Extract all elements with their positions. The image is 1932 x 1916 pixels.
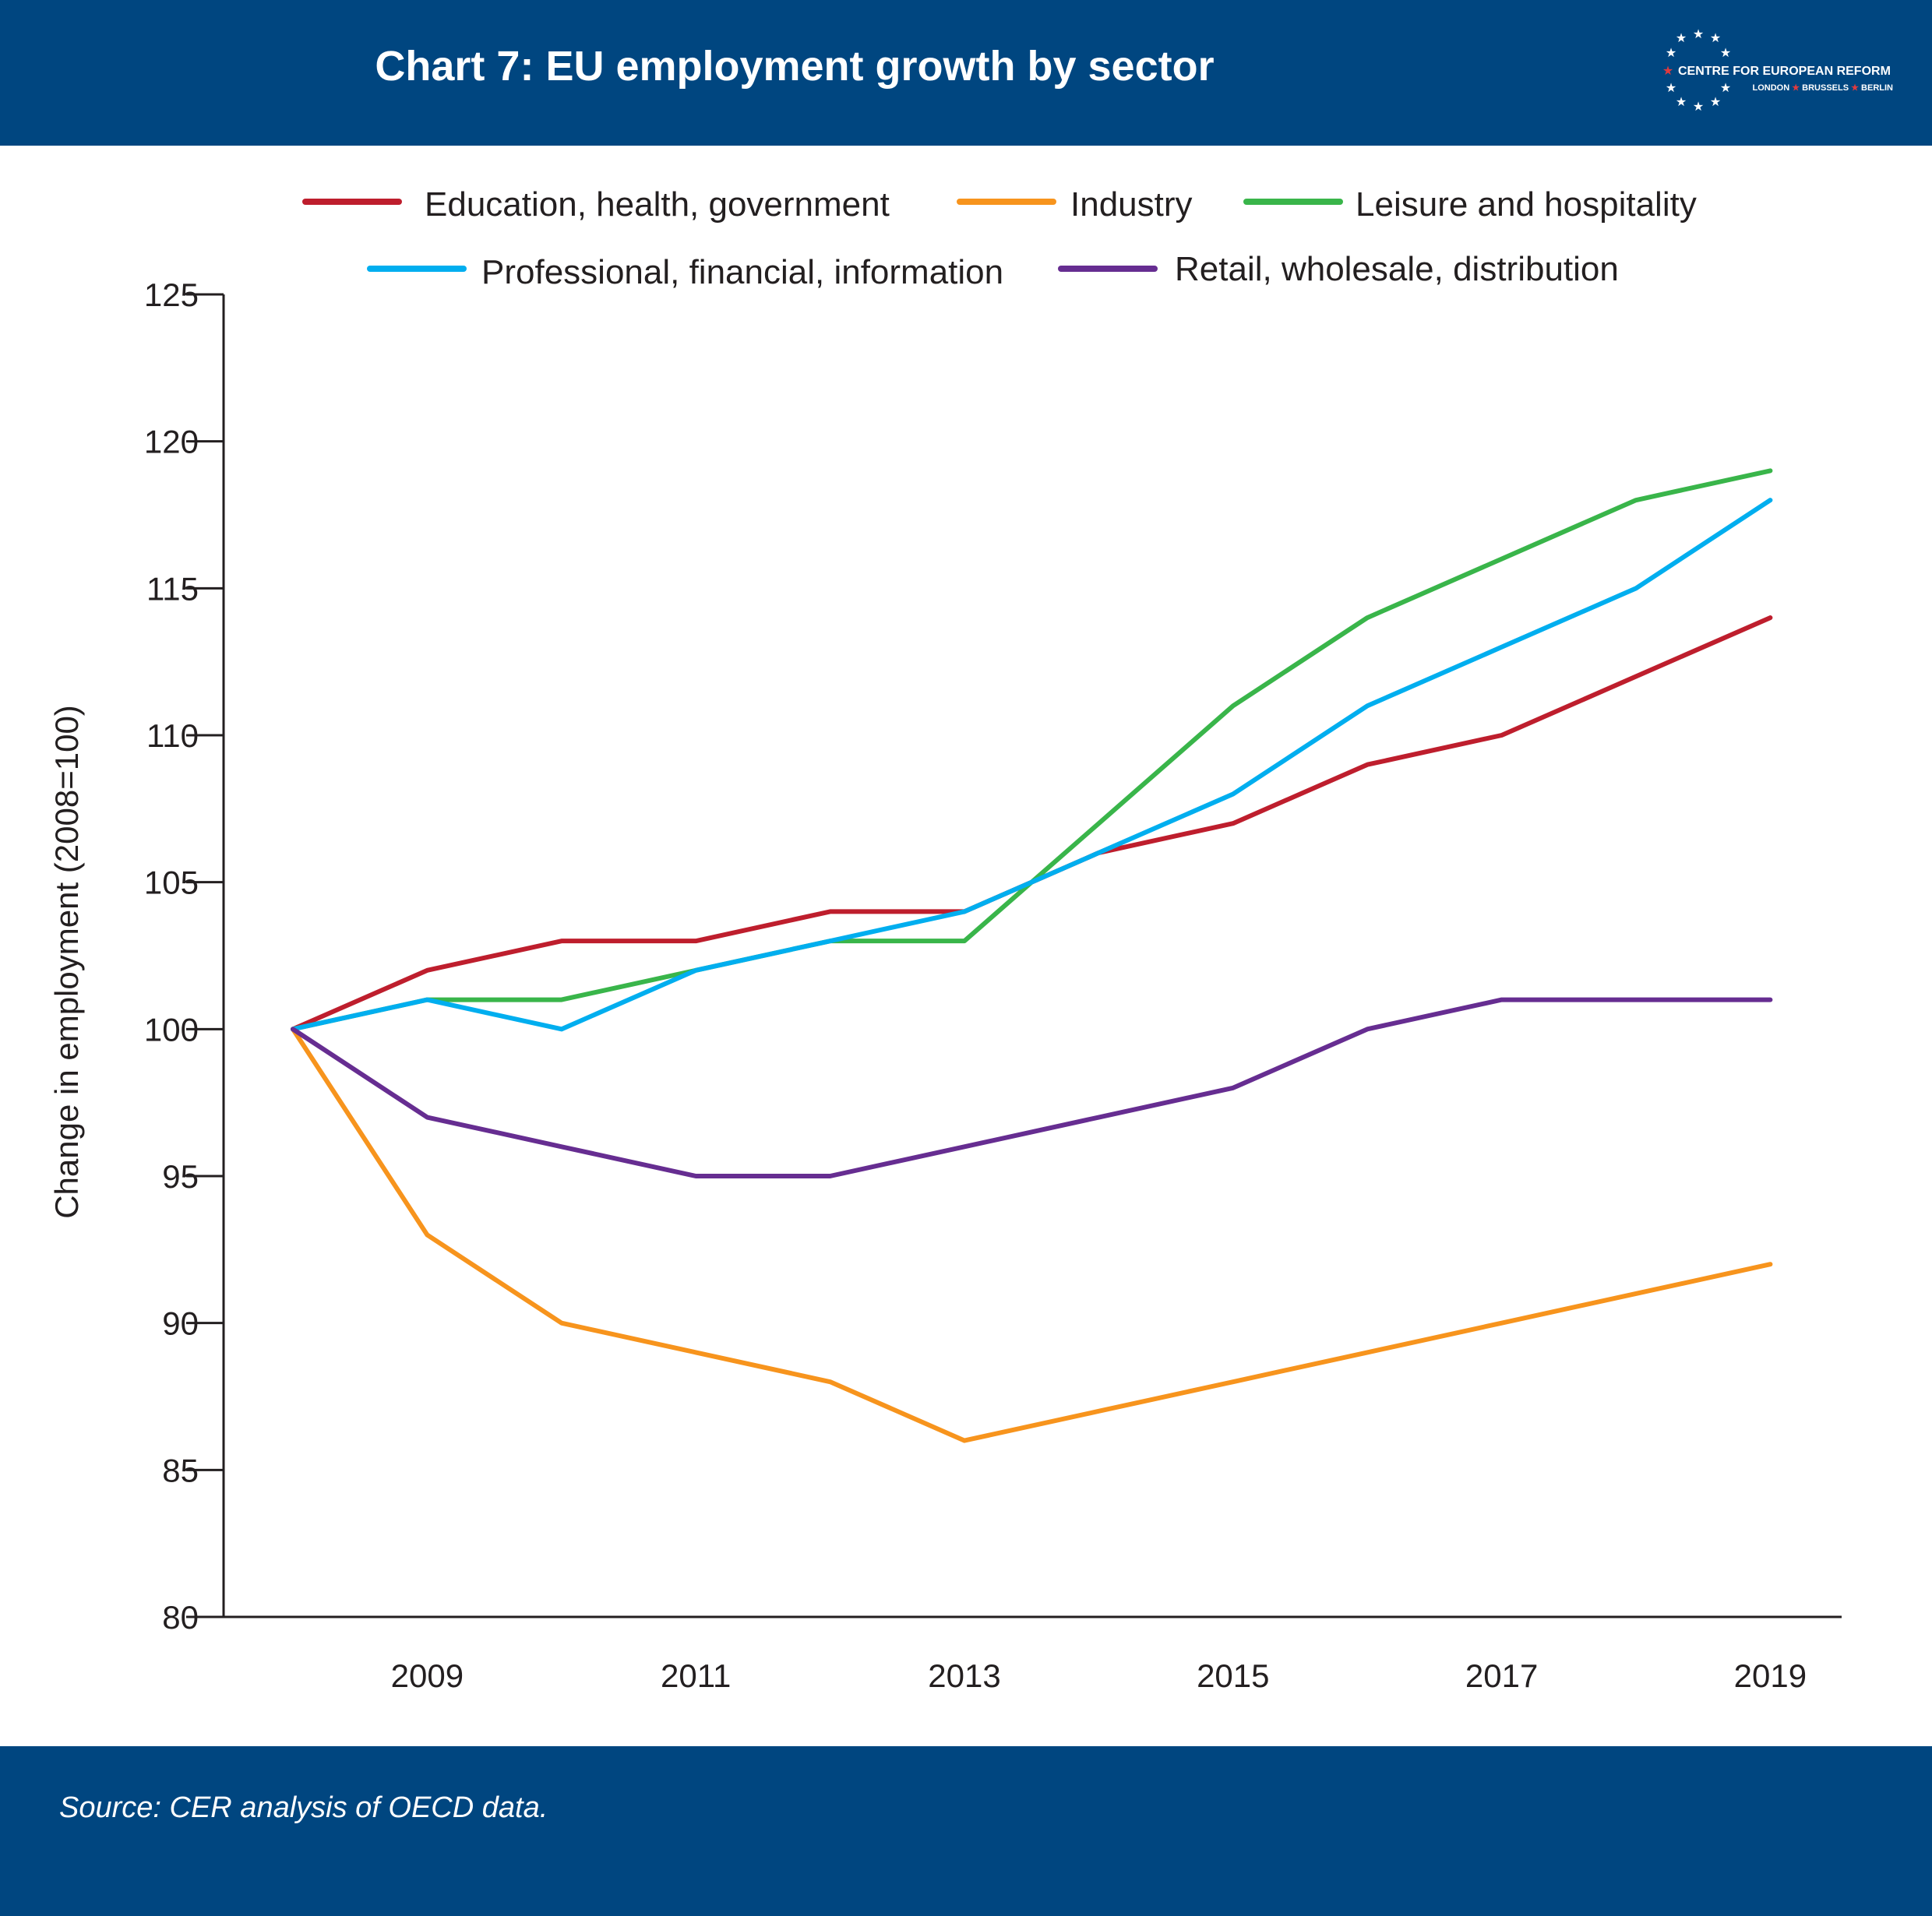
y-tick-label-85: 85 xyxy=(162,1452,199,1488)
y-tick-label-125: 125 xyxy=(144,276,199,313)
logo-star-ring: ★ ★ ★ ★ ★ ★ ★ ★ ★ ★ xyxy=(1666,28,1731,114)
x-tick-label-2019: 2019 xyxy=(1734,1657,1807,1694)
chart-title: Chart 7: EU employment growth by sector xyxy=(375,43,1215,90)
legend-label-4: Professional, financial, information xyxy=(481,253,1003,291)
series-line-4 xyxy=(291,498,1773,1032)
svg-text:★: ★ xyxy=(1676,30,1687,45)
y-tick-label-110: 110 xyxy=(146,717,199,754)
series-line-3 xyxy=(291,468,1773,1032)
svg-text:LONDON ★ BRUSSEL: LONDON ★ BRUSSELS ★ BERLIN xyxy=(1753,83,1894,93)
svg-text:★: ★ xyxy=(1710,30,1721,45)
x-tick-label-2015: 2015 xyxy=(1197,1657,1269,1694)
svg-text:★: ★ xyxy=(1720,45,1731,60)
y-tick-label-100: 100 xyxy=(144,1011,199,1048)
logo-city-3: BERLIN xyxy=(1861,83,1893,93)
cer-logo: ★ ★ ★ ★ ★ ★ ★ ★ ★ ★ ★ CENTRE FOR EUROPEA… xyxy=(1662,28,1894,114)
svg-text:★: ★ xyxy=(1693,99,1704,114)
chart-header: Chart 7: EU employment growth by sector … xyxy=(0,0,1932,146)
legend-label-1: Education, health, government xyxy=(425,185,890,224)
y-tick-label-95: 95 xyxy=(162,1158,199,1195)
logo-name: CENTRE FOR EUROPEAN REFORM xyxy=(1678,65,1891,78)
x-tick-label-2009: 2009 xyxy=(391,1657,464,1694)
y-tick-label-105: 105 xyxy=(144,865,199,901)
logo-city-1: LONDON xyxy=(1753,83,1790,93)
x-tick-label-2013: 2013 xyxy=(928,1657,1000,1694)
chart-footer xyxy=(0,1746,1932,1916)
svg-text:★: ★ xyxy=(1666,80,1676,95)
series-line-2 xyxy=(291,1027,1773,1443)
svg-text:★: ★ xyxy=(1662,63,1673,78)
x-tick-label-2017: 2017 xyxy=(1465,1657,1538,1694)
legend-label-3: Leisure and hospitality xyxy=(1356,185,1697,224)
legend-label-5: Retail, wholesale, distribution xyxy=(1175,250,1619,288)
line-chart: 80 85 90 95 100 105 110 115 120 125 2009 2011 2013 20… xyxy=(48,185,1842,1694)
svg-text:★: ★ xyxy=(1676,94,1687,109)
series-line-1 xyxy=(291,615,1773,1032)
y-axis-label: Change in employment (2008=100) xyxy=(48,705,85,1219)
legend-label-2: Industry xyxy=(1070,185,1193,224)
svg-text:★: ★ xyxy=(1666,45,1676,60)
x-tick-label-2011: 2011 xyxy=(661,1657,731,1694)
svg-text:★: ★ xyxy=(1710,94,1721,109)
svg-text:★: ★ xyxy=(1693,28,1704,41)
source-note: Source: CER analysis of OECD data. xyxy=(59,1791,548,1824)
y-tick-label-120: 120 xyxy=(144,424,199,460)
y-tick-label-80: 80 xyxy=(162,1599,199,1636)
y-tick-label-90: 90 xyxy=(162,1305,199,1342)
series-line-5 xyxy=(291,997,1773,1178)
y-tick-label-115: 115 xyxy=(146,570,199,607)
svg-text:★: ★ xyxy=(1720,80,1731,95)
logo-city-2: BRUSSELS xyxy=(1802,83,1849,93)
